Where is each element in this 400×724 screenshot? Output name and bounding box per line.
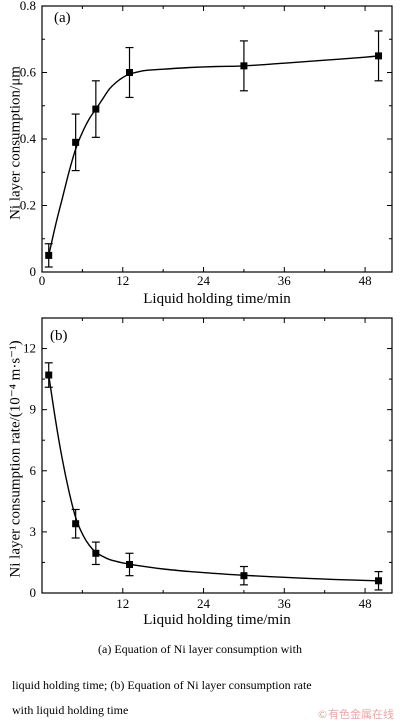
panel-a-data-point [72,138,80,146]
panel-a-y-tick-label: 0.2 [20,198,36,213]
panel-a-y-tick-label: 0.4 [20,131,37,146]
panel-b-y-tick-label: 3 [30,524,37,539]
panel-b-data-point [72,520,80,528]
panel-a-panel-label: (a) [54,10,71,26]
panel-a-data-point [45,251,53,259]
panel-a-data-point [92,105,100,113]
panel-b-x-tick-label: 36 [278,596,292,611]
panel-a-data-point [126,69,133,76]
panel-a-y-tick-label: 0.6 [20,65,37,80]
panel-a-fit-curve [48,55,379,256]
panel-a-data-point [375,52,383,60]
panel-b-panel-label: (b) [50,328,68,344]
panel-b-y-tick-label: 12 [23,341,36,356]
panel-b-data-point [240,572,248,580]
panel-a-x-axis-label: Liquid holding time/min [143,291,291,307]
panel-a-x-tick-label: 12 [116,273,129,288]
panel-b-data-point [375,577,383,585]
panel-a-y-tick-label: 0 [30,264,37,279]
panel-b-data-point [45,371,53,379]
panel-a-x-tick-label: 48 [359,273,372,288]
panel-a-y-axis-label: Ni layer consumption/μm [7,66,23,220]
panel-b-plot-frame [41,317,393,594]
caption-lines-2-3: liquid holding time; (b) Equation of Ni … [12,673,400,723]
panel-a-data-point [240,62,248,70]
panel-b-x-axis-label: Liquid holding time/min [143,612,291,628]
panel-b-y-axis-label: Ni layer consumption rate/(10⁻⁴ m·s⁻¹) [7,340,23,577]
caption-line-3: with liquid holding time [12,703,129,717]
panel-b-data-point [126,560,133,568]
panel-b-data-point [92,549,100,557]
caption-line-2: liquid holding time; (b) Equation of Ni … [12,678,312,692]
panel-b-y-tick-label: 9 [30,402,37,417]
panel-b-x-tick-label: 24 [197,596,211,611]
caption-line-1: (a) Equation of Ni layer consumption wit… [98,642,302,656]
panel-b-y-tick-label: 0 [30,585,37,600]
panel-b-y-tick-label: 6 [30,463,37,478]
panel-a-y-tick-label: 0.8 [20,0,36,13]
panel-b-x-tick-label: 12 [116,596,129,611]
panel-b-x-tick-label: 48 [359,596,372,611]
panel-a-x-tick-label: 36 [278,273,292,288]
watermark: ©有色金属在线 [317,708,394,721]
panel-b-fit-curve [48,374,379,582]
panel-a-x-tick-label: 24 [197,273,211,288]
panel-a-x-tick-label: 0 [39,273,46,288]
panel-a-plot-frame [41,5,393,273]
